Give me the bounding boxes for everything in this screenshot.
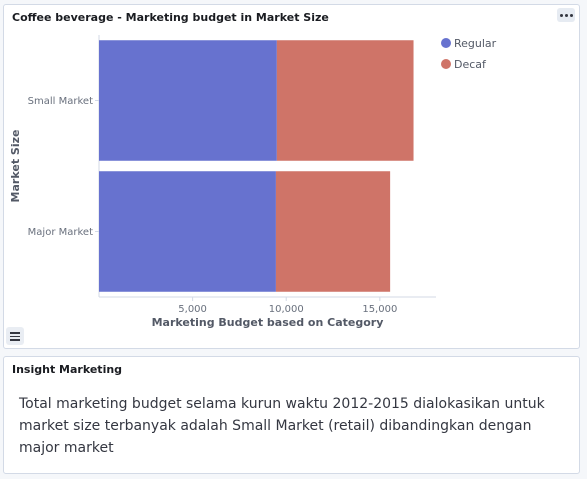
x-tick-label: 15,000 — [362, 304, 397, 315]
bar-chart: Small Market Major Market 5,000 10,000 15,00… — [9, 35, 497, 329]
y-tick-label: Major Market — [28, 227, 93, 238]
chart-panel-title: Coffee beverage - Marketing budget in Ma… — [12, 11, 329, 24]
options-ellipsis-icon[interactable] — [557, 8, 575, 22]
bar-decaf-small-market — [276, 40, 414, 161]
y-tick-label: Small Market — [28, 96, 93, 107]
y-axis-title: Market Size — [9, 130, 22, 203]
insight-text: Total marketing budget selama kurun wakt… — [19, 396, 545, 456]
bar-regular-major-market — [99, 171, 276, 292]
insight-panel-title: Insight Marketing — [12, 363, 123, 376]
bar-decaf-major-market — [275, 171, 391, 292]
legend-swatch-regular — [441, 38, 451, 48]
legend-list-icon[interactable] — [6, 327, 24, 345]
chart-panel: Coffee beverage - Marketing budget in Ma… — [3, 4, 580, 349]
legend-label-regular: Regular — [454, 37, 497, 50]
insight-panel: Insight Marketing Total marketing budget… — [3, 356, 580, 474]
x-tick-label: 5,000 — [178, 304, 207, 315]
legend-label-decaf: Decaf — [454, 58, 487, 71]
x-axis-title: Marketing Budget based on Category — [152, 316, 384, 329]
legend-swatch-decaf — [441, 59, 451, 69]
bar-regular-small-market — [99, 40, 277, 161]
x-tick-label: 10,000 — [269, 304, 304, 315]
